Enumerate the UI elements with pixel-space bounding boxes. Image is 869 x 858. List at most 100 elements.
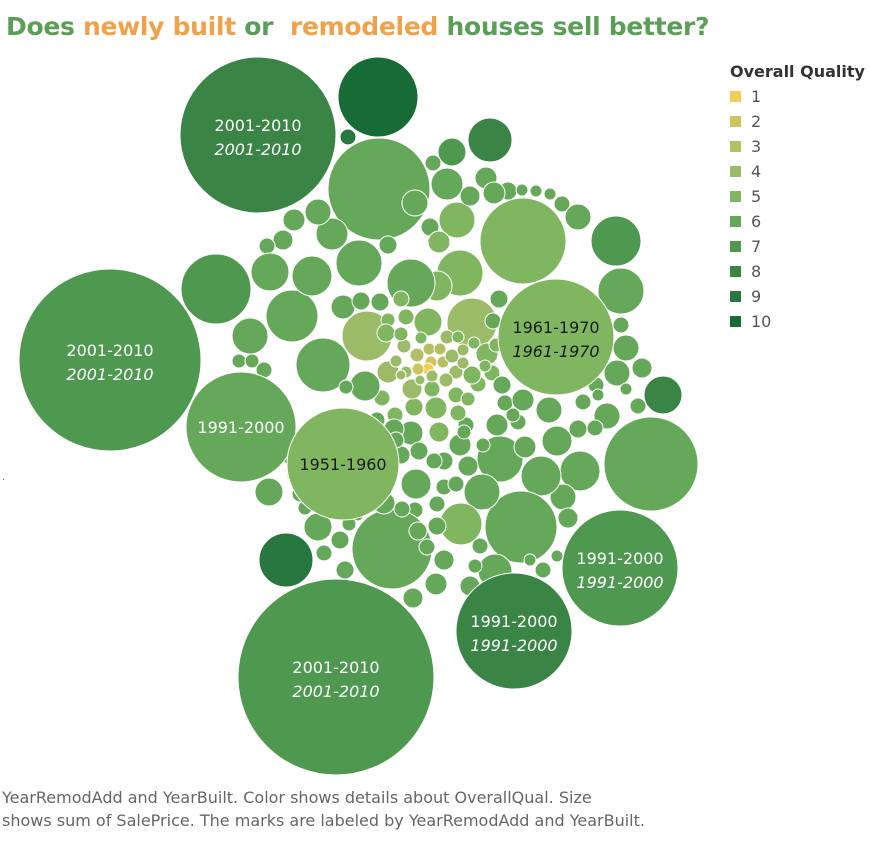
bubble-mark[interactable] [418,538,436,556]
bubble-mark[interactable] [393,326,409,342]
bubble-mark[interactable] [411,362,425,376]
bubble-mark[interactable] [479,197,567,285]
bubble-mark[interactable] [467,117,513,163]
bubble-mark[interactable] [427,230,451,254]
bubble-mark[interactable] [427,516,447,536]
bubble-mark[interactable] [448,364,464,380]
legend-item-5[interactable]: 5 [730,184,865,209]
bubble-mark[interactable] [272,229,294,251]
bubble-mark[interactable] [553,195,571,213]
bubble-mark[interactable] [265,289,319,343]
labeled-bubble[interactable] [561,509,679,627]
labeled-bubble[interactable] [185,371,297,483]
bubble-mark[interactable] [492,375,512,395]
bubble-mark[interactable] [515,183,529,197]
legend-item-1[interactable]: 1 [730,84,865,109]
bubble-mark[interactable] [449,404,467,422]
bubble-mark[interactable] [444,348,460,364]
labeled-bubble[interactable] [237,578,435,776]
bubble-mark[interactable] [557,507,579,529]
bubble-mark[interactable] [597,267,645,315]
labeled-bubble[interactable] [497,278,615,396]
bubble-mark[interactable] [471,537,489,555]
bubble-mark[interactable] [231,317,269,355]
bubble-mark[interactable] [428,421,450,443]
bubble-mark[interactable] [550,549,564,563]
bubble-mark[interactable] [393,500,411,518]
bubble-mark[interactable] [180,253,252,325]
bubble-mark[interactable] [433,342,447,356]
bubble-mark[interactable] [423,380,441,398]
bubble-mark[interactable] [463,473,501,511]
bubble-mark[interactable] [438,201,476,239]
bubble-mark[interactable] [424,572,448,596]
bubble-mark[interactable] [447,475,465,493]
bubble-mark[interactable] [428,495,446,513]
bubble-mark[interactable] [424,396,448,420]
bubble-mark[interactable] [295,337,351,393]
bubble-mark[interactable] [254,477,284,507]
bubble-mark[interactable] [335,239,383,287]
bubble-mark[interactable] [523,553,537,567]
labeled-bubble[interactable] [455,572,573,690]
bubble-mark[interactable] [424,154,442,172]
bubble-mark[interactable] [401,189,429,217]
bubble-mark[interactable] [520,455,562,497]
bubble-mark[interactable] [231,353,247,369]
bubble-mark[interactable] [376,323,396,343]
bubble-mark[interactable] [408,521,428,541]
bubble-mark[interactable] [511,388,535,412]
bubble-mark[interactable] [282,208,306,232]
bubble-mark[interactable] [612,334,640,362]
legend-item-2[interactable]: 2 [730,109,865,134]
legend-item-8[interactable]: 8 [730,259,865,284]
bubble-mark[interactable] [425,452,443,470]
bubble-mark[interactable] [603,359,631,387]
bubble-mark[interactable] [451,330,465,344]
bubble-mark[interactable] [456,343,470,357]
bubble-mark[interactable] [409,347,425,363]
bubble-mark[interactable] [395,369,407,381]
bubble-mark[interactable] [513,435,537,459]
bubble-mark[interactable] [337,56,419,138]
bubble-mark[interactable] [335,560,355,580]
legend-item-9[interactable]: 9 [730,284,865,309]
bubble-mark[interactable] [489,289,509,309]
bubble-mark[interactable] [315,544,333,562]
bubble-mark[interactable] [564,203,592,231]
bubble-mark[interactable] [402,587,424,609]
bubble-mark[interactable] [258,532,314,588]
bubble-mark[interactable] [629,397,647,415]
bubble-mark[interactable] [413,307,443,337]
bubble-mark[interactable] [482,181,506,205]
legend-item-3[interactable]: 3 [730,134,865,159]
bubble-mark[interactable] [568,419,588,439]
bubble-mark[interactable] [619,382,633,396]
bubble-mark[interactable] [339,128,357,146]
bubble-mark[interactable] [643,375,683,415]
bubble-mark[interactable] [459,185,481,207]
bubble-mark[interactable] [414,331,428,345]
bubble-mark[interactable] [475,437,491,453]
bubble-mark[interactable] [400,468,432,500]
bubble-mark[interactable] [456,356,470,370]
labeled-bubble[interactable] [18,268,202,452]
bubble-mark[interactable] [258,237,276,255]
bubble-mark[interactable] [467,558,483,574]
bubble-mark[interactable] [438,372,454,388]
bubble-mark[interactable] [330,294,356,320]
bubble-mark[interactable] [327,137,431,241]
bubble-mark[interactable] [315,217,349,251]
bubble-mark[interactable] [244,353,260,369]
bubble-mark[interactable] [543,187,557,201]
bubble-mark[interactable] [541,425,573,457]
bubble-mark[interactable] [291,255,333,297]
bubble-mark[interactable] [590,215,642,267]
bubble-mark[interactable] [349,370,381,402]
bubble-mark[interactable] [409,441,429,461]
legend-item-4[interactable]: 4 [730,159,865,184]
bubble-mark[interactable] [467,336,481,350]
bubble-mark[interactable] [422,342,436,356]
bubble-mark[interactable] [631,357,653,379]
legend-item-6[interactable]: 6 [730,209,865,234]
